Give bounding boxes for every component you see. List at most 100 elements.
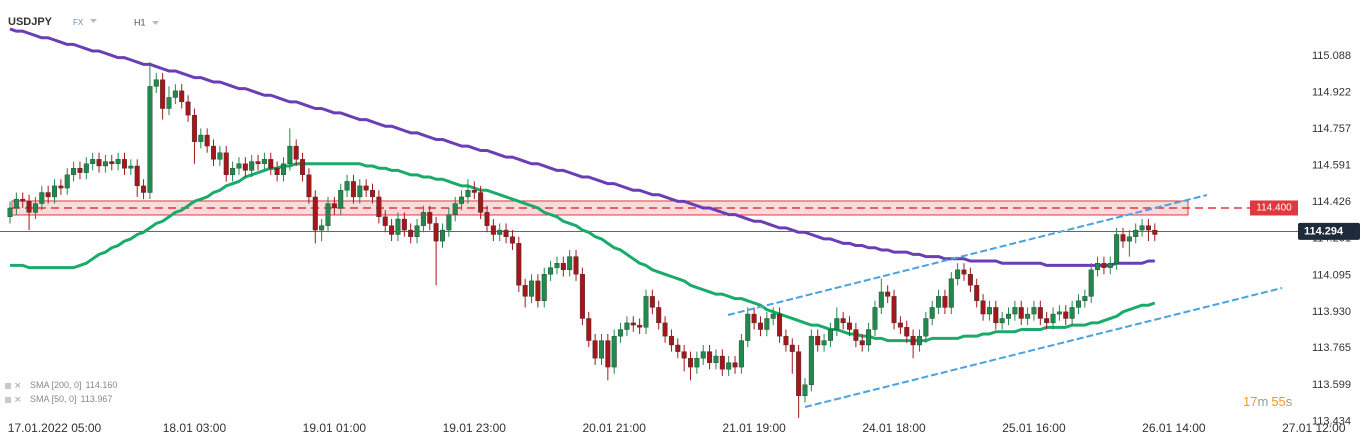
- candle-body: [344, 181, 350, 191]
- x-tick-label: 20.01 21:00: [582, 421, 646, 435]
- candle-body: [83, 163, 89, 173]
- candle-body: [745, 313, 751, 341]
- candle-body: [681, 351, 687, 359]
- candle-body: [993, 307, 999, 324]
- candle-body: [815, 335, 821, 346]
- candle-body: [611, 335, 617, 368]
- candle-body: [1088, 269, 1094, 297]
- candle-body: [732, 362, 738, 368]
- candle-body: [872, 307, 878, 330]
- candle-body: [236, 163, 242, 169]
- candle-body: [821, 340, 827, 346]
- candle-body: [656, 307, 662, 324]
- y-tick-label: 113.434: [1312, 415, 1351, 427]
- candle-body: [1050, 313, 1056, 324]
- candle-body: [694, 358, 700, 368]
- last-price-label: 114.294: [1304, 225, 1344, 237]
- countdown-unit: s: [1286, 394, 1293, 409]
- timeframe[interactable]: H1: [134, 17, 146, 27]
- countdown-seconds: 55: [1271, 394, 1285, 409]
- candle-body: [770, 313, 776, 319]
- candle-body: [102, 161, 108, 167]
- candle-body: [1107, 263, 1113, 268]
- symbol[interactable]: USDJPY: [8, 16, 53, 28]
- candle-body: [579, 274, 585, 319]
- candle-body: [1056, 311, 1062, 315]
- candle-body: [738, 340, 744, 368]
- candle-body: [592, 340, 598, 359]
- candle-body: [847, 322, 853, 330]
- candle-body: [764, 318, 770, 330]
- resistance-label: 114.400: [1256, 203, 1292, 214]
- countdown-unit: m: [1257, 394, 1268, 409]
- candle-body: [115, 159, 121, 164]
- candle-body: [363, 185, 369, 191]
- candle-body: [39, 192, 45, 204]
- candle-body: [153, 79, 159, 87]
- candle-body: [700, 351, 706, 359]
- candle-body: [280, 163, 286, 176]
- candle-body: [255, 161, 261, 164]
- candle-body: [249, 161, 255, 171]
- market: FX: [73, 18, 84, 27]
- legend-value: 113.967: [81, 394, 113, 404]
- candle-body: [878, 291, 884, 308]
- candle-body: [1126, 236, 1132, 242]
- candle-body: [484, 212, 490, 226]
- candle-body: [802, 384, 808, 397]
- last-price-box: [1298, 222, 1360, 240]
- candle-body: [223, 152, 229, 176]
- x-tick-label: 18.01 03:00: [163, 421, 227, 435]
- y-tick-label: 114.591: [1312, 160, 1351, 172]
- candle-body: [490, 225, 496, 235]
- y-tick-label: 114.757: [1312, 123, 1351, 135]
- candle-body: [1069, 307, 1075, 319]
- candle-body: [261, 159, 267, 164]
- candle-body: [64, 174, 70, 189]
- candle-body: [465, 190, 471, 198]
- x-tick-label: 24.01 18:00: [862, 421, 926, 435]
- candle-body: [974, 285, 980, 301]
- candle-body: [980, 300, 986, 315]
- candle-body: [1044, 318, 1050, 324]
- candle-body: [370, 190, 376, 198]
- candle-body: [904, 327, 910, 337]
- candle-body: [1025, 313, 1031, 319]
- candle-body: [535, 280, 541, 301]
- candle-body: [166, 97, 172, 109]
- y-tick-label: 113.930: [1312, 306, 1351, 318]
- candle-body: [7, 207, 13, 218]
- candle-body: [662, 322, 668, 337]
- candle-body: [891, 296, 897, 324]
- candle-body: [376, 196, 382, 218]
- candle-body: [897, 322, 903, 328]
- legend-entry: SMA [200, 0] 114.160: [30, 380, 117, 390]
- candle-body: [306, 174, 312, 198]
- candle-body: [408, 229, 414, 237]
- candle-body: [751, 313, 757, 324]
- candle-body: [910, 335, 916, 346]
- y-tick-label: 115.088: [1312, 50, 1351, 62]
- x-tick-label: 27.01 12:00: [1282, 421, 1346, 435]
- dropdown-icon[interactable]: [90, 19, 97, 23]
- candle-body: [859, 340, 865, 346]
- candle-body: [350, 181, 356, 198]
- candle-body: [325, 203, 331, 226]
- candle-body: [668, 335, 674, 346]
- candle-body: [382, 216, 388, 226]
- candle-body: [319, 225, 325, 231]
- candle-body: [719, 355, 725, 370]
- candle-body: [274, 167, 280, 176]
- y-tick-label: 114.095: [1312, 269, 1351, 281]
- candle-body: [32, 203, 38, 213]
- candle-body: [707, 351, 713, 363]
- candle-body: [999, 318, 1005, 324]
- candle-body: [300, 159, 306, 176]
- candle-body: [1075, 300, 1081, 308]
- candle-body: [948, 278, 954, 308]
- candle-body: [45, 192, 51, 198]
- dropdown-icon[interactable]: [152, 21, 159, 25]
- candle-body: [312, 196, 318, 231]
- candle-body: [777, 313, 783, 337]
- candle-body: [204, 134, 210, 147]
